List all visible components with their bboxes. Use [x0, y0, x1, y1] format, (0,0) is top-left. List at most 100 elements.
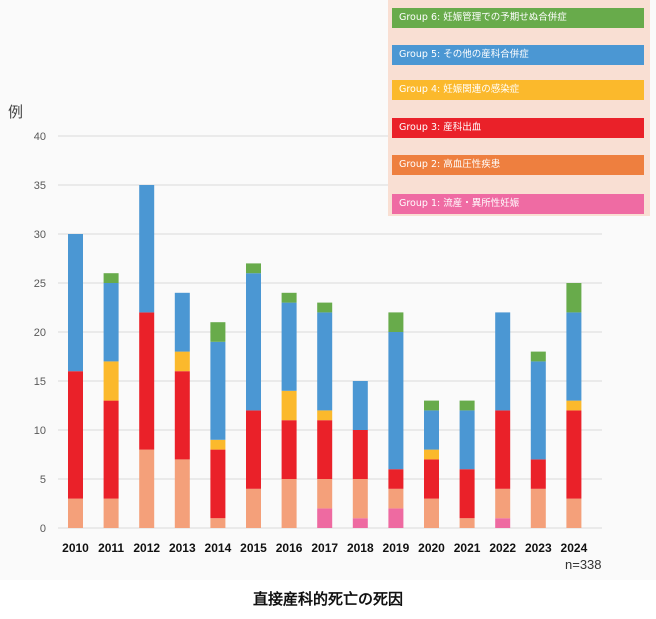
bar-segment-2016-group5	[281, 302, 297, 391]
bar-segment-2017-group4	[317, 410, 333, 421]
x-tick-label: 2013	[169, 541, 196, 555]
legend-item-group3: Group 3: 産科出血	[392, 118, 644, 138]
bar-segment-2024-group3	[566, 410, 582, 499]
y-axis-ticks: 0 5 10 15 20 25 30 35 40	[34, 131, 46, 535]
bar-segment-2020-group2	[424, 498, 439, 528]
bar-segment-2024-group6	[566, 283, 582, 313]
bars	[68, 185, 582, 528]
bar-segment-2022-group5	[495, 312, 511, 411]
bar-segment-2018-group3	[352, 430, 368, 479]
bar-segment-2012-group5	[139, 185, 155, 313]
bar-segment-2013-group4	[174, 351, 190, 372]
bar-segment-2012-group3	[139, 312, 155, 450]
legend-item-group6: Group 6: 妊娠管理での予期せぬ合併症	[392, 8, 644, 28]
bar-segment-2024-group5	[566, 312, 582, 401]
bar-segment-2011-group6	[103, 273, 119, 283]
bar-segment-2016-group6	[281, 292, 297, 303]
y-tick-label: 25	[34, 278, 46, 290]
bar-segment-2015-group5	[246, 273, 261, 411]
bar-segment-2024-group4	[566, 400, 582, 411]
x-tick-label: 2020	[418, 541, 445, 555]
x-tick-label: 2010	[62, 541, 89, 555]
bar-segment-2020-group3	[424, 459, 439, 499]
bar-segment-2023-group2	[530, 488, 546, 528]
bar-segment-2017-group1	[317, 508, 333, 528]
legend-item-group5: Group 5: その他の産科合併症	[392, 45, 644, 65]
x-tick-label: 2017	[311, 541, 338, 555]
x-tick-label: 2021	[454, 541, 481, 555]
y-tick-label: 0	[40, 523, 46, 535]
bar-segment-2018-group2	[352, 479, 368, 519]
x-tick-label: 2018	[347, 541, 374, 555]
bar-segment-2013-group3	[174, 371, 190, 460]
y-tick-label: 15	[34, 376, 46, 388]
y-axis-label: 例	[8, 103, 24, 121]
bar-segment-2022-group2	[495, 488, 511, 519]
x-tick-label: 2011	[98, 541, 124, 555]
chart-title: 直接産科的死亡の死因	[252, 590, 403, 608]
bar-segment-2019-group5	[388, 332, 404, 470]
bar-segment-2019-group2	[388, 488, 404, 509]
bar-segment-2021-group6	[459, 400, 475, 411]
bar-segment-2014-group4	[210, 439, 226, 450]
sample-size-note: n=338	[565, 557, 602, 572]
bar-segment-2015-group6	[246, 263, 261, 274]
bar-segment-2021-group2	[459, 518, 475, 528]
bar-segment-2010-group2	[68, 498, 83, 528]
x-tick-label: 2024	[561, 541, 588, 555]
bar-segment-2017-group6	[317, 302, 333, 313]
bar-segment-2015-group2	[246, 488, 261, 528]
bar-segment-2017-group3	[317, 420, 333, 479]
bar-segment-2014-group3	[210, 449, 226, 519]
x-tick-label: 2019	[383, 541, 410, 555]
bar-segment-2012-group2	[139, 449, 155, 528]
legend-item-group4: Group 4: 妊娠関連の感染症	[392, 80, 644, 100]
x-tick-label: 2014	[205, 541, 232, 555]
y-tick-label: 20	[34, 327, 46, 339]
y-tick-label: 5	[40, 474, 46, 486]
bar-segment-2024-group2	[566, 498, 582, 528]
y-tick-label: 30	[34, 229, 46, 241]
x-tick-label: 2022	[489, 541, 516, 555]
bar-segment-2021-group5	[459, 410, 475, 470]
bar-segment-2016-group4	[281, 390, 297, 421]
x-tick-label: 2015	[240, 541, 267, 555]
legend: Group 6: 妊娠管理での予期せぬ合併症 Group 5: その他の産科合併症…	[388, 0, 650, 216]
bar-segment-2022-group3	[495, 410, 511, 489]
bar-segment-2013-group2	[174, 459, 190, 528]
bar-segment-2023-group3	[530, 459, 546, 489]
bar-segment-2019-group1	[388, 508, 404, 528]
bar-segment-2018-group5	[352, 381, 368, 430]
bar-segment-2023-group5	[530, 361, 546, 460]
bar-segment-2023-group6	[530, 351, 546, 362]
bar-segment-2016-group2	[281, 479, 297, 528]
bar-segment-2014-group5	[210, 341, 226, 440]
bar-segment-2020-group4	[424, 449, 439, 460]
bar-segment-2011-group4	[103, 361, 119, 401]
bar-segment-2011-group5	[103, 283, 119, 362]
bar-segment-2014-group2	[210, 518, 226, 528]
y-tick-label: 10	[34, 425, 46, 437]
x-axis-ticks: 2010 2011 2012 2013 2014 2015 2016 2017 2018 2019…	[62, 541, 587, 555]
y-tick-label: 40	[34, 131, 46, 143]
x-tick-label: 2016	[276, 541, 303, 555]
bar-segment-2014-group6	[210, 322, 226, 342]
bar-segment-2016-group3	[281, 420, 297, 479]
legend-item-group1: Group 1: 流産・異所性妊娠	[392, 194, 644, 214]
x-tick-label: 2012	[133, 541, 160, 555]
bar-segment-2017-group2	[317, 479, 333, 509]
bar-segment-2019-group3	[388, 469, 404, 489]
x-tick-label: 2023	[525, 541, 552, 555]
bar-segment-2022-group1	[495, 518, 511, 528]
bar-segment-2010-group5	[68, 234, 83, 372]
bar-segment-2011-group2	[103, 498, 119, 528]
bar-segment-2018-group1	[352, 518, 368, 528]
bar-segment-2021-group3	[459, 469, 475, 519]
legend-item-group2: Group 2: 高血圧性疾患	[392, 155, 644, 175]
bar-segment-2011-group3	[103, 400, 119, 499]
bar-segment-2013-group5	[174, 292, 190, 352]
bar-segment-2020-group5	[424, 410, 439, 450]
bar-segment-2010-group3	[68, 371, 83, 499]
bar-segment-2017-group5	[317, 312, 333, 411]
